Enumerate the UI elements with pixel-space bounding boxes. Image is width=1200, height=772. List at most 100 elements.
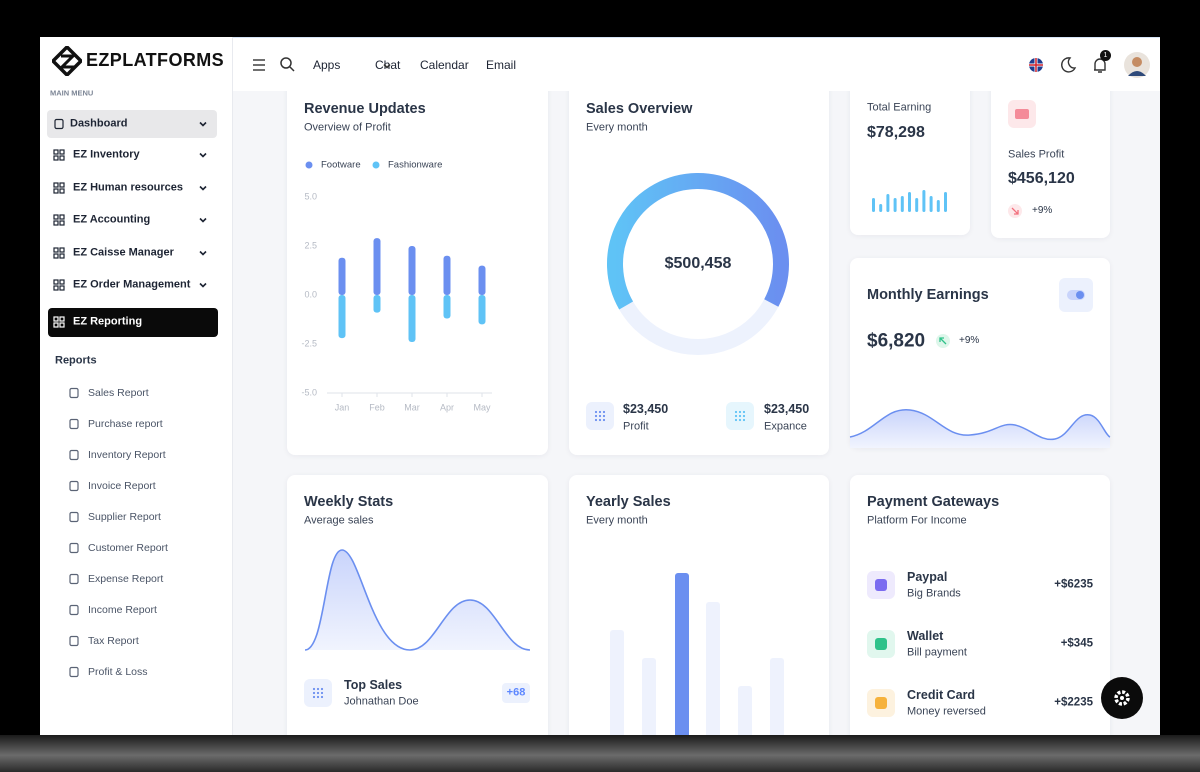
icon [54, 118, 64, 130]
icon-part [199, 121, 207, 127]
stat-label: Profit [623, 420, 649, 433]
icon-part [199, 282, 207, 288]
icon-part [59, 149, 65, 155]
icon-part [59, 220, 65, 226]
icon-part [383, 63, 391, 69]
icon [199, 282, 207, 288]
card-title: Monthly Earnings [867, 286, 989, 303]
toolbar-icon[interactable] [1054, 51, 1082, 79]
toolbar-icon[interactable] [274, 51, 302, 79]
icon-part [53, 149, 59, 155]
stat-amount: $6,820 [867, 330, 926, 352]
icon [383, 63, 391, 69]
icon [53, 149, 65, 161]
icon-part [69, 604, 79, 616]
report-link[interactable]: Invoice Report [88, 479, 156, 492]
nav-link[interactable]: Calendar [420, 58, 469, 72]
icon-part [53, 155, 59, 161]
section-label: MAIN MENU [50, 88, 94, 98]
icon [69, 542, 79, 554]
report-link[interactable]: Expense Report [88, 572, 164, 585]
toolbar-icon[interactable] [1123, 51, 1151, 79]
gateway-name: Wallet [907, 628, 944, 643]
gateway-note: Bill payment [907, 646, 967, 659]
notification-badge: 1 [1100, 50, 1111, 61]
icon-part [199, 152, 207, 158]
icon-part [69, 449, 79, 461]
menu-item[interactable]: EZ Reporting [73, 315, 143, 328]
nav-link[interactable]: Email [486, 58, 517, 72]
icon [199, 250, 207, 256]
submenu-title: Reports [55, 354, 97, 367]
logo [52, 46, 82, 76]
report-link[interactable]: Supplier Report [88, 510, 161, 523]
icon [69, 449, 79, 461]
icon-part [69, 387, 79, 399]
icon [53, 182, 65, 194]
icon-part [199, 217, 207, 223]
screen: EZPLATFORMS MAIN MENU Reports Dashboard E… [40, 37, 1160, 735]
report-link[interactable]: Customer Report [88, 541, 168, 554]
icon [199, 185, 207, 191]
brand: EZPLATFORMS [86, 50, 225, 70]
toolbar-icon[interactable] [245, 51, 273, 79]
icon-part [59, 247, 65, 253]
icon-part [53, 285, 59, 291]
card-title: Sales Overview [586, 100, 693, 117]
menu-item[interactable]: Dashboard [70, 117, 128, 130]
menu-item[interactable]: EZ Caisse Manager [73, 246, 174, 259]
icon-part [53, 188, 59, 194]
icon-part [53, 220, 59, 226]
icon-part [53, 182, 59, 188]
icon-part [59, 182, 65, 188]
menu-item[interactable]: EZ Human resources [73, 181, 184, 194]
icon-part [280, 57, 292, 69]
icon [69, 511, 79, 523]
gateway-amount: +$6235 [1054, 578, 1093, 591]
item-title: Top Sales [344, 677, 403, 692]
icon [53, 247, 65, 259]
total-value: $500,458 [664, 255, 732, 272]
toolbar-icon[interactable] [1022, 51, 1050, 79]
report-link[interactable]: Profit & Loss [88, 665, 148, 678]
report-link[interactable]: Inventory Report [88, 448, 166, 461]
report-link[interactable]: Purchase report [88, 417, 163, 430]
icon-part [69, 573, 79, 585]
menu-item[interactable]: EZ Accounting [73, 213, 151, 226]
report-link[interactable]: Income Report [88, 603, 157, 616]
stat-label: Sales Profit [1008, 148, 1065, 161]
badge: +68 [506, 686, 526, 699]
report-link[interactable]: Tax Report [88, 634, 139, 647]
stat-amount: $23,450 [623, 401, 669, 416]
nav-link[interactable]: Chat [375, 58, 401, 72]
settings-button[interactable] [1101, 677, 1143, 719]
gateway-note: Big Brands [907, 587, 961, 600]
settings-icon [1114, 690, 1130, 706]
icon-part [59, 316, 65, 322]
icon [69, 635, 79, 647]
card-subtitle: Average sales [304, 514, 374, 527]
report-link[interactable]: Sales Report [88, 386, 149, 399]
nav-link[interactable]: Apps [313, 58, 341, 72]
icon [69, 480, 79, 492]
menu-item[interactable]: EZ Inventory [73, 148, 140, 161]
icon-part [289, 66, 295, 72]
icon-part [53, 279, 59, 285]
card-subtitle: Every month [586, 121, 648, 134]
card-subtitle: Platform For Income [867, 514, 967, 527]
icon-part [54, 118, 64, 130]
menu-item[interactable]: EZ Order Management [73, 278, 191, 291]
icon-part [1061, 57, 1077, 73]
card-title: Revenue Updates [304, 100, 426, 117]
card [287, 77, 548, 455]
topbar: Apps Chat Calendar Email 1 [232, 37, 1160, 91]
gateway-amount: +$345 [1060, 637, 1093, 650]
icon [69, 573, 79, 585]
gateway-note: Money reversed [907, 705, 986, 718]
icon-part [1128, 71, 1146, 76]
card-subtitle: Overview of Profit [304, 121, 391, 134]
change: +9% [959, 335, 980, 346]
icon-part [59, 188, 65, 194]
stat-label: Total Earning [867, 101, 932, 114]
